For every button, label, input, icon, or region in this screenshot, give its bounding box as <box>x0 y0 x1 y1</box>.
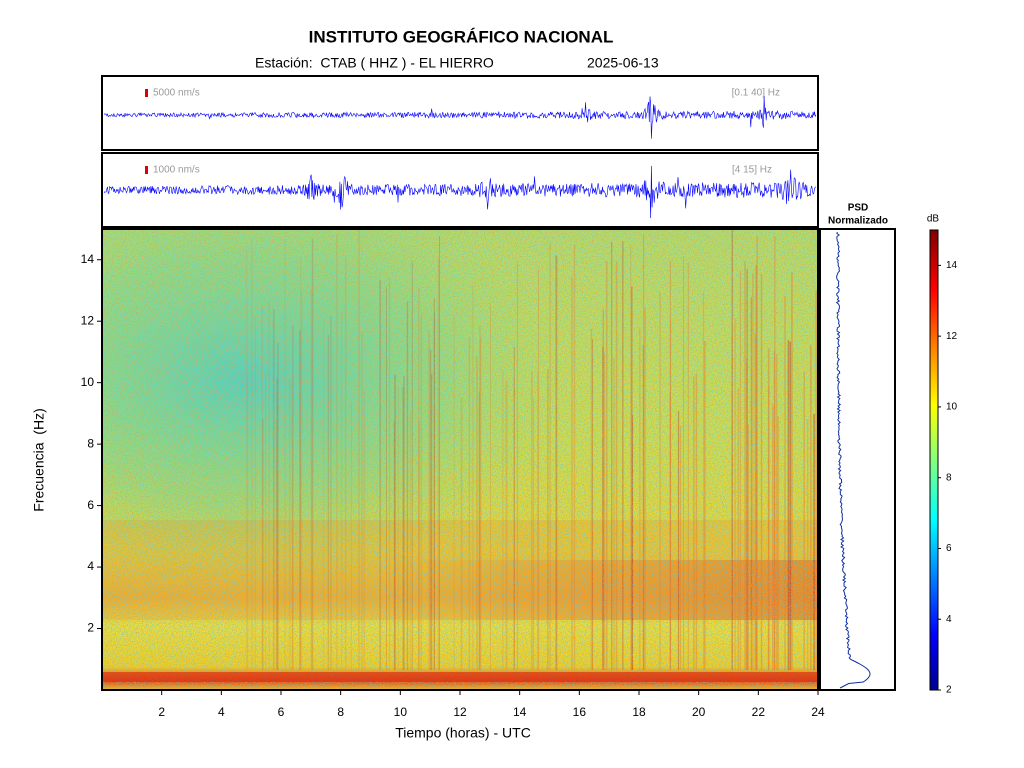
x-tick-label: 14 <box>513 705 527 719</box>
x-tick-label: 18 <box>632 705 646 719</box>
psd-curve <box>835 231 871 689</box>
x-tick-label: 12 <box>453 705 467 719</box>
colorbar-tick-label: 12 <box>946 331 958 342</box>
y-tick-label: 4 <box>87 559 94 573</box>
seismic-trace <box>103 95 817 139</box>
x-tick-label: 22 <box>752 705 766 719</box>
trace-band: [0.1 40] Hz <box>732 88 780 99</box>
psd-title: PSD <box>848 203 869 214</box>
spectrogram <box>102 229 818 690</box>
x-tick-label: 20 <box>692 705 706 719</box>
colorbar-tick-label: 6 <box>946 543 952 554</box>
x-tick-label: 6 <box>278 705 285 719</box>
x-tick-label: 16 <box>573 705 587 719</box>
y-tick-label: 12 <box>81 313 95 327</box>
colorbar-tick-label: 8 <box>946 472 952 483</box>
noise <box>102 229 818 690</box>
trace-scale: 5000 nm/s <box>153 88 200 99</box>
x-tick-label: 10 <box>394 705 408 719</box>
y-tick-label: 2 <box>87 621 94 635</box>
y-tick-label: 14 <box>81 252 95 266</box>
subtitle: Estación: CTAB ( HHZ ) - EL HIERRO <box>255 55 494 71</box>
x-tick-label: 4 <box>218 705 225 719</box>
trace-scale: 1000 nm/s <box>153 165 200 176</box>
colorbar-label: dB <box>927 214 940 225</box>
band <box>102 672 818 682</box>
date: 2025-06-13 <box>587 55 659 71</box>
y-axis-label: Frecuencia (Hz) <box>31 408 47 511</box>
colorbar <box>929 229 939 691</box>
colorbar-tick-label: 4 <box>946 614 952 625</box>
trace-band: [4 15] Hz <box>732 165 772 176</box>
scale-bar <box>145 89 148 97</box>
x-tick-label: 24 <box>811 705 825 719</box>
trace-panel: 5000 nm/s [0.1 40] Hz <box>101 75 819 151</box>
y-tick-label: 6 <box>87 498 94 512</box>
y-tick-label: 8 <box>87 436 94 450</box>
colorbar-tick-label: 10 <box>946 402 958 413</box>
psd-frame <box>819 228 896 691</box>
colorbar-tick-label: 14 <box>946 260 958 271</box>
x-axis-label: Tiempo (horas) - UTC <box>395 725 531 741</box>
trace-frame <box>101 152 819 228</box>
seismic-trace <box>103 165 817 219</box>
colorbar-tick-label: 2 <box>946 685 952 696</box>
psd-title: Normalizado <box>828 216 888 227</box>
trace-panel: 1000 nm/s [4 15] Hz <box>101 152 819 228</box>
scale-bar <box>145 166 148 174</box>
trace-frame <box>101 75 819 151</box>
y-tick-label: 10 <box>81 375 95 389</box>
chart-title: INSTITUTO GEOGRÁFICO NACIONAL <box>309 27 614 46</box>
x-tick-label: 2 <box>158 705 165 719</box>
x-tick-label: 8 <box>337 705 344 719</box>
